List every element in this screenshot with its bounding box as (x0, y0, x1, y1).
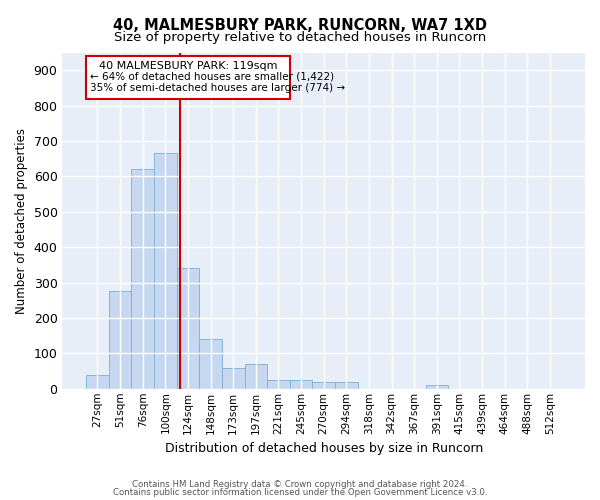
Bar (222, 368, 245, 389)
Text: Contains HM Land Registry data © Crown copyright and database right 2024.: Contains HM Land Registry data © Crown c… (132, 480, 468, 489)
Bar (267, 380, 290, 389)
Bar (335, 382, 358, 389)
Text: Contains public sector information licensed under the Open Government Licence v3: Contains public sector information licen… (113, 488, 487, 497)
Bar (176, 268, 199, 389)
Text: 40, MALMESBURY PARK, RUNCORN, WA7 1XD: 40, MALMESBURY PARK, RUNCORN, WA7 1XD (113, 18, 487, 32)
X-axis label: Distribution of detached houses by size in Runcorn: Distribution of detached houses by size … (164, 442, 483, 455)
Bar (109, 292, 131, 389)
Bar (131, 170, 154, 389)
Text: 40 MALMESBURY PARK: 119sqm: 40 MALMESBURY PARK: 119sqm (99, 62, 277, 72)
Bar (86, 374, 109, 389)
Bar (245, 364, 267, 389)
FancyBboxPatch shape (86, 56, 290, 98)
Bar (199, 339, 222, 389)
Text: ← 64% of detached houses are smaller (1,422): ← 64% of detached houses are smaller (1,… (89, 72, 334, 82)
Bar (154, 154, 176, 389)
Text: Size of property relative to detached houses in Runcorn: Size of property relative to detached ho… (114, 31, 486, 44)
Y-axis label: Number of detached properties: Number of detached properties (15, 128, 28, 314)
Bar (290, 380, 313, 389)
Bar (425, 385, 448, 389)
Text: 35% of semi-detached houses are larger (774) →: 35% of semi-detached houses are larger (… (89, 82, 344, 92)
Bar (313, 382, 335, 389)
